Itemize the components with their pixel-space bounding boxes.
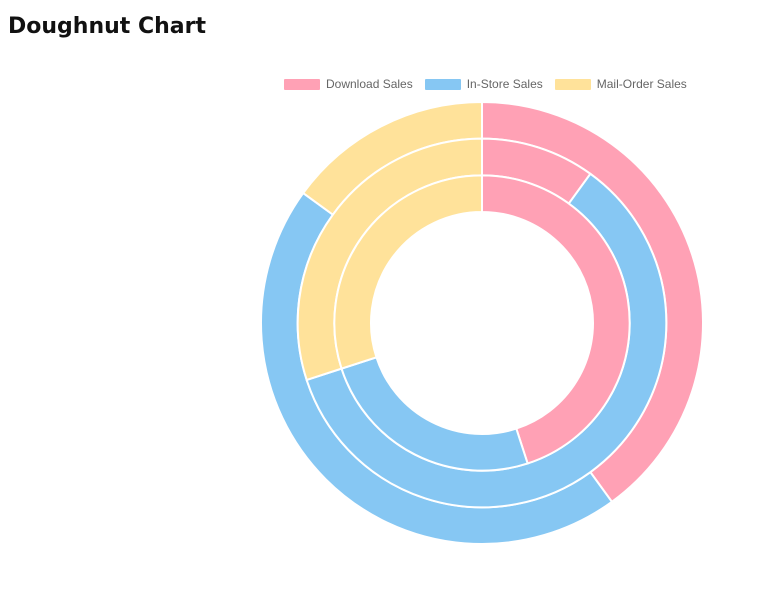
- legend-label: In-Store Sales: [466, 77, 543, 91]
- legend-item-download-sales[interactable]: Download Sales: [284, 77, 413, 91]
- doughnut-slice-ring-3-mail-order-sales[interactable]: [333, 174, 483, 370]
- legend-swatch: [424, 78, 461, 90]
- legend-item-in-store-sales[interactable]: In-Store Sales: [424, 77, 543, 91]
- page-title: Doughnut Chart: [8, 14, 206, 39]
- doughnut-slice-ring-3-download-sales[interactable]: [481, 174, 631, 465]
- legend-swatch: [284, 78, 320, 90]
- legend-item-mail-order-sales[interactable]: Mail-Order Sales: [554, 77, 687, 91]
- legend-label: Download Sales: [326, 77, 413, 91]
- legend-label: Mail-Order Sales: [596, 77, 687, 91]
- chart-legend: Download Sales In-Store Sales Mail-Order S…: [284, 76, 687, 92]
- legend-swatch: [554, 78, 591, 90]
